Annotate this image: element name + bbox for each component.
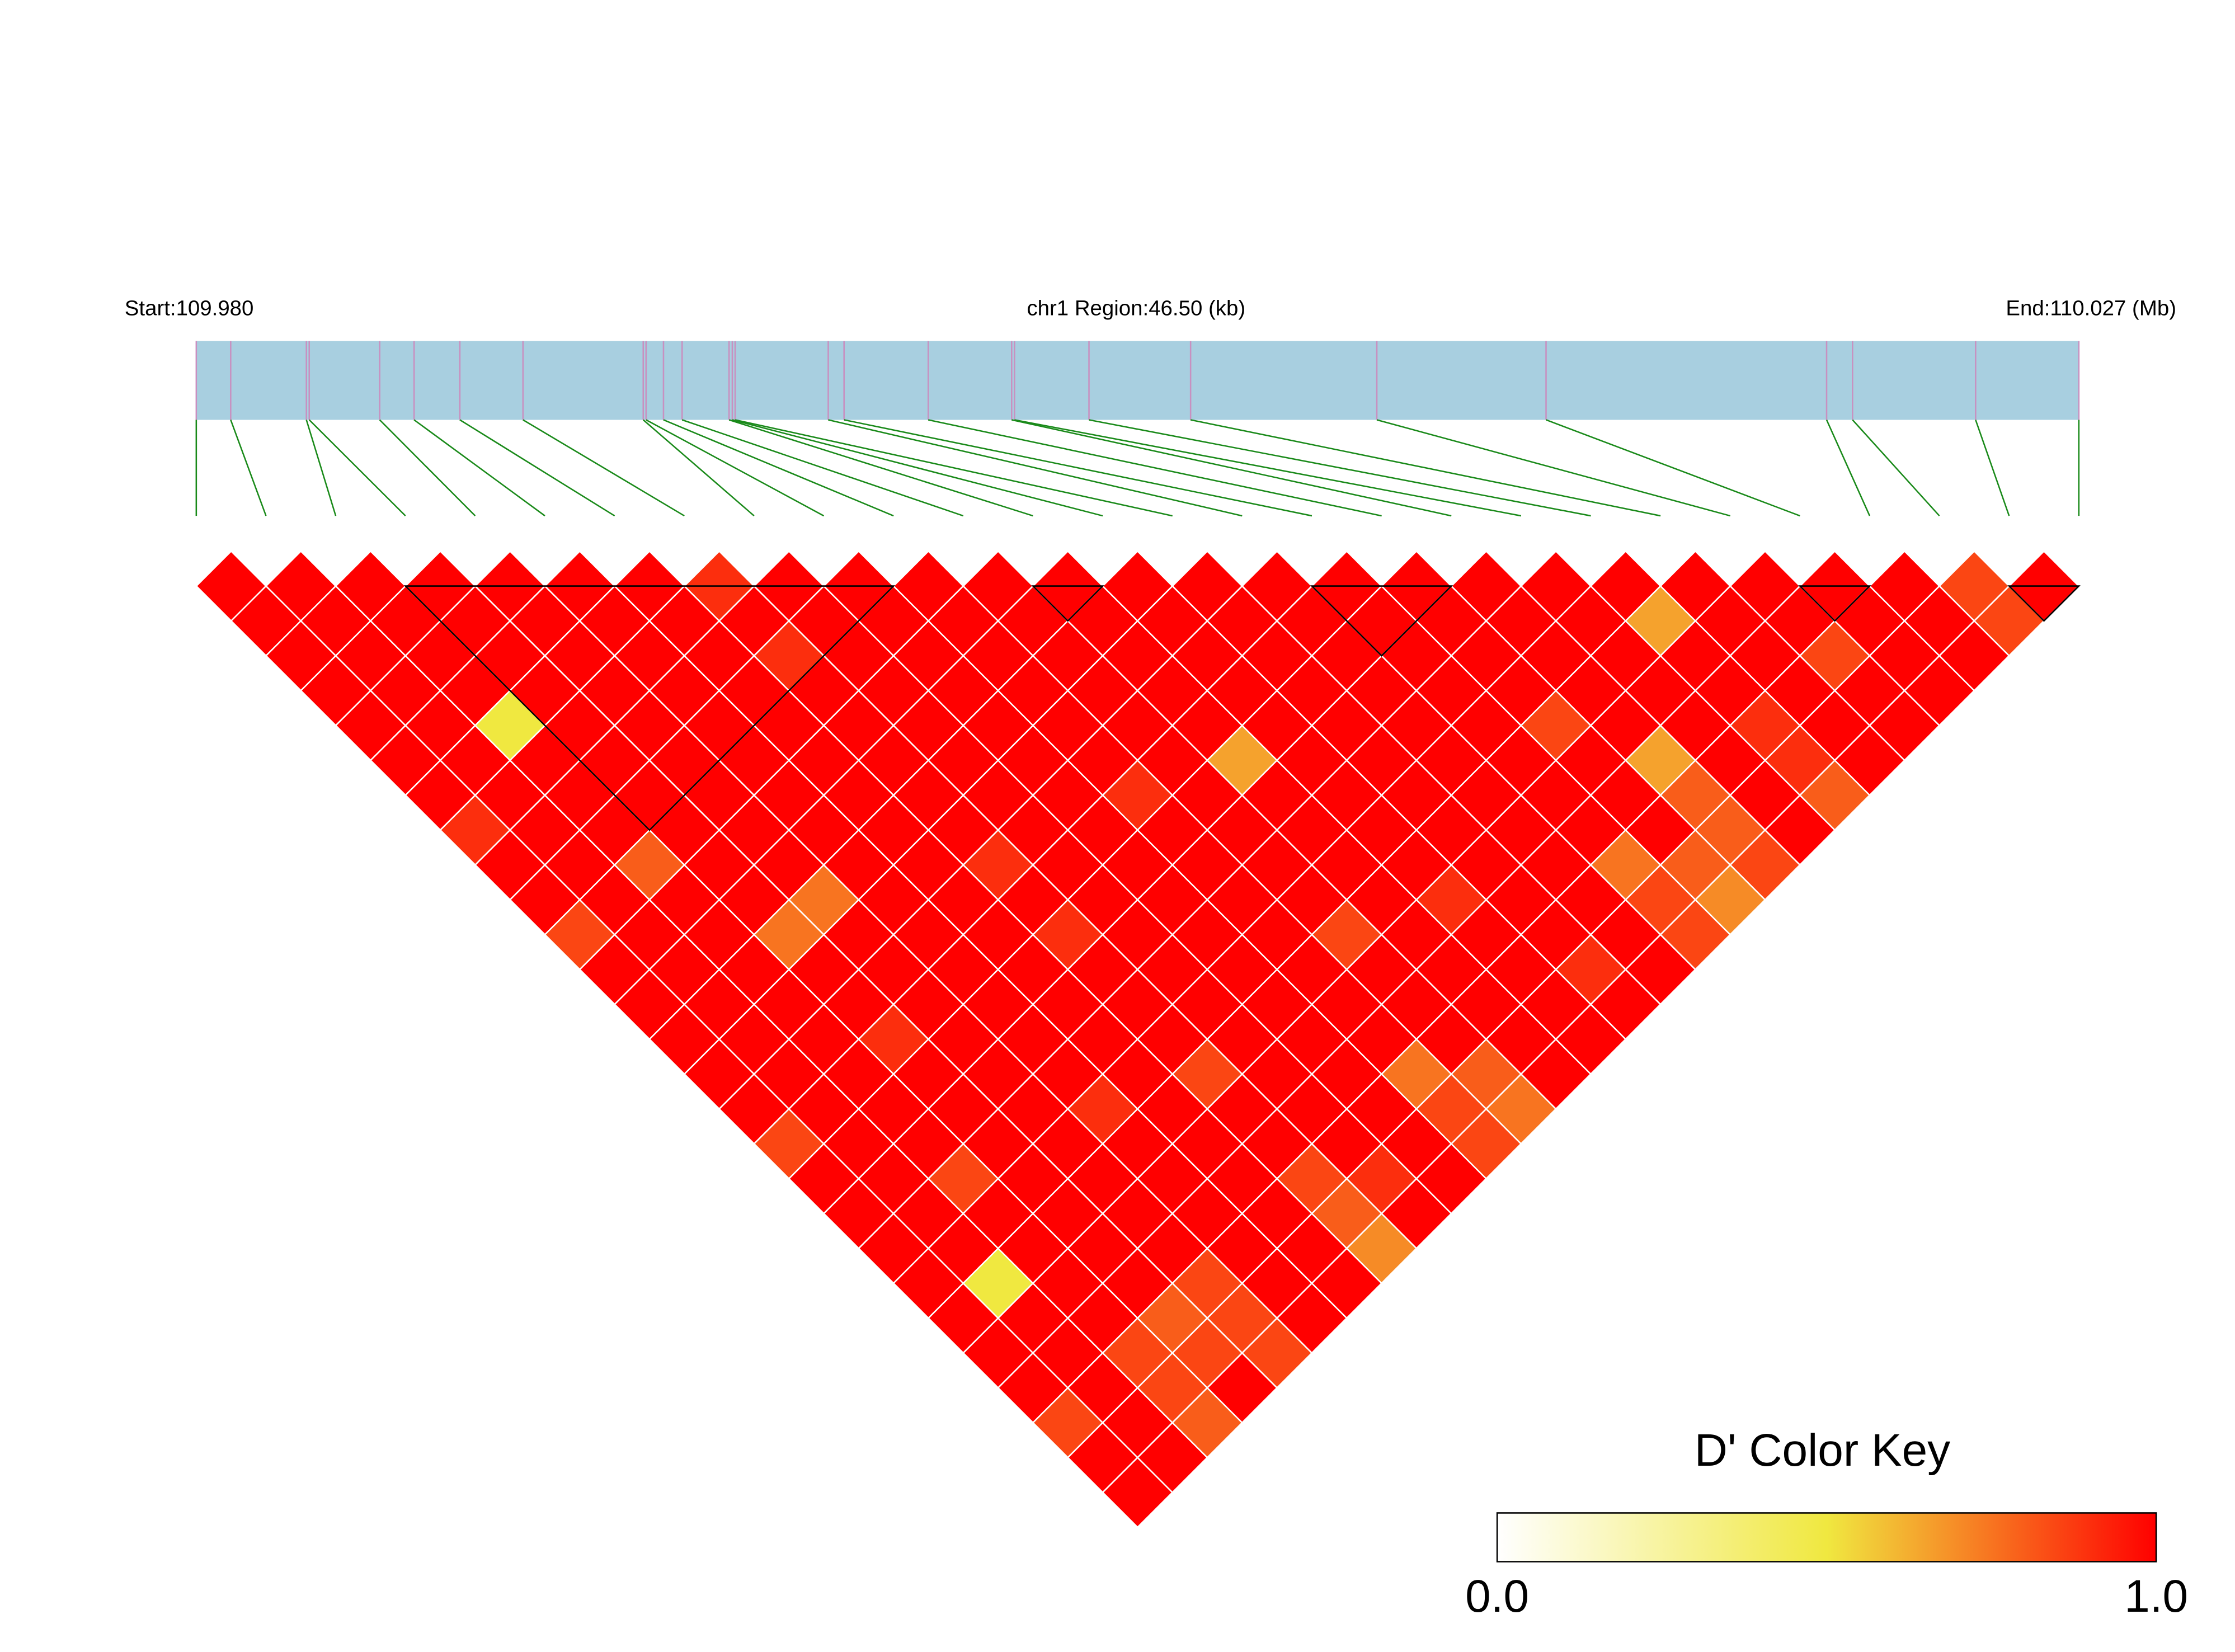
end-label: End:110.027 (Mb): [2006, 296, 2176, 321]
snp-connector: [828, 419, 1243, 517]
snp-connector: [1852, 419, 1940, 516]
snp-connector: [732, 419, 1103, 517]
snp-connector: [1190, 419, 1661, 517]
snp-connector: [1376, 419, 1731, 517]
start-label: Start:109.980: [125, 296, 254, 321]
snp-connector: [1011, 419, 1452, 517]
ld-block: [1310, 585, 1453, 657]
key-tick-label: 0.0: [1465, 1571, 1529, 1622]
region-label: chr1 Region:46.50 (kb): [1027, 296, 1245, 321]
snp-connector: [1089, 419, 1591, 517]
key-title: D' Color Key: [1695, 1425, 1950, 1476]
snp-connector: [844, 419, 1312, 517]
gene-track: [196, 341, 2079, 420]
snp-connector: [1546, 419, 1800, 517]
snp-connector: [728, 419, 1033, 517]
snp-connector: [230, 420, 267, 516]
snp-connector: [681, 419, 964, 517]
ld-block: [2007, 585, 2081, 622]
ld-block: [1031, 585, 1105, 622]
snp-connector: [413, 419, 545, 517]
snp-connector: [379, 419, 476, 516]
snp-connector: [523, 419, 685, 517]
snp-connector: [928, 419, 1382, 517]
snp-connector: [735, 419, 1173, 517]
ld-block: [1798, 585, 1872, 622]
key-tick-label: 1.0: [2124, 1571, 2188, 1622]
snp-connector: [646, 419, 825, 517]
ld-block: [403, 585, 896, 831]
snp-connector: [308, 419, 406, 516]
snp-connector: [459, 419, 615, 517]
snp-connector: [305, 420, 337, 516]
snp-connector: [1014, 419, 1522, 517]
snp-connector: [663, 419, 894, 517]
snp-connector: [1975, 420, 2010, 516]
snp-connector: [642, 419, 755, 517]
snp-connector: [1825, 419, 1871, 516]
color-key: [1496, 1512, 2157, 1562]
